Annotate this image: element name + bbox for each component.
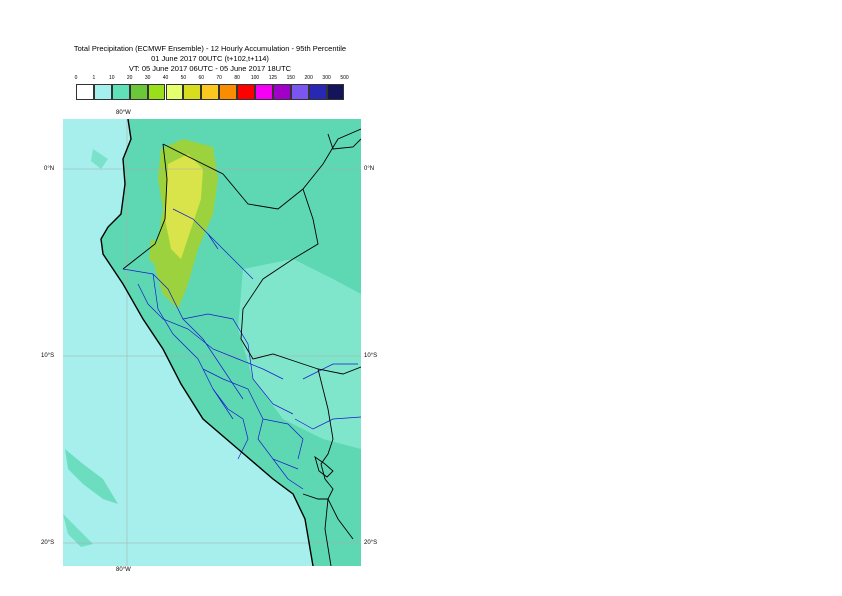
legend-color-swatch	[272, 84, 291, 100]
andes-heaviest-core	[165, 154, 203, 259]
legend-color-swatch	[129, 84, 148, 100]
legend-threshold-label: 0	[74, 75, 78, 81]
legend-threshold-label: 300	[322, 75, 331, 81]
lat-label-0-right: 0°N	[364, 166, 375, 172]
legend-color-swatch	[93, 84, 112, 100]
legend-threshold-label: 60	[198, 75, 205, 81]
border-peru-chile	[302, 493, 328, 500]
lat-label-20s-left: 20°S	[41, 540, 55, 546]
legend-threshold-label: 30	[144, 75, 151, 81]
legend-color-swatch	[219, 84, 238, 100]
amazon-lighter-area	[238, 259, 361, 449]
border-ecuador-peru	[122, 143, 168, 270]
legend-threshold-label: 1	[92, 75, 96, 81]
legend-threshold-label: 70	[216, 75, 222, 81]
map-run-time: 01 June 2017 00UTC (t+102,t+114)	[151, 54, 269, 63]
legend-color-swatch	[183, 84, 202, 100]
offshore-streak-3	[91, 149, 108, 169]
pacific-coastline	[100, 118, 314, 567]
border-colombia-ecuador	[162, 128, 362, 210]
lake-titicaca	[314, 455, 334, 478]
lat-label-0-left: 0°N	[44, 166, 55, 172]
legend-color-swatch	[111, 84, 130, 100]
legend-color-swatch	[290, 84, 309, 100]
offshore-streak-1	[65, 449, 118, 504]
legend-threshold-label: 40	[162, 75, 169, 81]
legend-threshold-label: 200	[304, 75, 313, 81]
lat-label-10s-left: 10°S	[41, 353, 55, 359]
precipitation-map	[63, 118, 362, 571]
border-peru-bolivia	[317, 368, 354, 540]
legend-color-swatch	[165, 84, 184, 100]
legend-threshold-label: 125	[268, 75, 278, 81]
legend-color-swatch	[237, 84, 255, 100]
coastline-and-borders	[100, 118, 362, 567]
lon-label-top: 80°W	[116, 110, 131, 116]
legend-threshold-label: 500	[340, 75, 349, 81]
region-borders	[122, 208, 362, 490]
legend-color-swatch	[308, 84, 327, 100]
legend-color-swatch	[201, 84, 220, 100]
border-chile-bolivia	[324, 498, 332, 567]
legend-color-swatch	[326, 84, 345, 100]
legend-color-swatch	[255, 84, 273, 100]
legend-threshold-label: 20	[126, 75, 133, 81]
legend-color-swatch	[76, 84, 94, 100]
legend-color-swatch	[147, 84, 166, 100]
map-title: Total Precipitation (ECMWF Ensemble) - 1…	[73, 44, 347, 53]
border-colombia-venezuela	[327, 133, 362, 150]
map-valid-time: VT: 05 June 2017 06UTC - 05 June 2017 18…	[128, 64, 292, 73]
legend-threshold-label: 10	[109, 75, 115, 81]
legend-threshold-label: 100	[250, 75, 260, 81]
map-canvas	[63, 118, 362, 567]
legend-threshold-label: 50	[180, 75, 187, 81]
legend-threshold-label: 150	[286, 75, 295, 81]
lat-label-20s-right: 20°S	[364, 540, 378, 546]
legend-threshold-label: 80	[234, 75, 240, 81]
lon-label-bottom: 80°W	[116, 567, 131, 573]
lat-label-10s-right: 10°S	[364, 353, 378, 359]
offshore-streak-2	[63, 514, 93, 547]
